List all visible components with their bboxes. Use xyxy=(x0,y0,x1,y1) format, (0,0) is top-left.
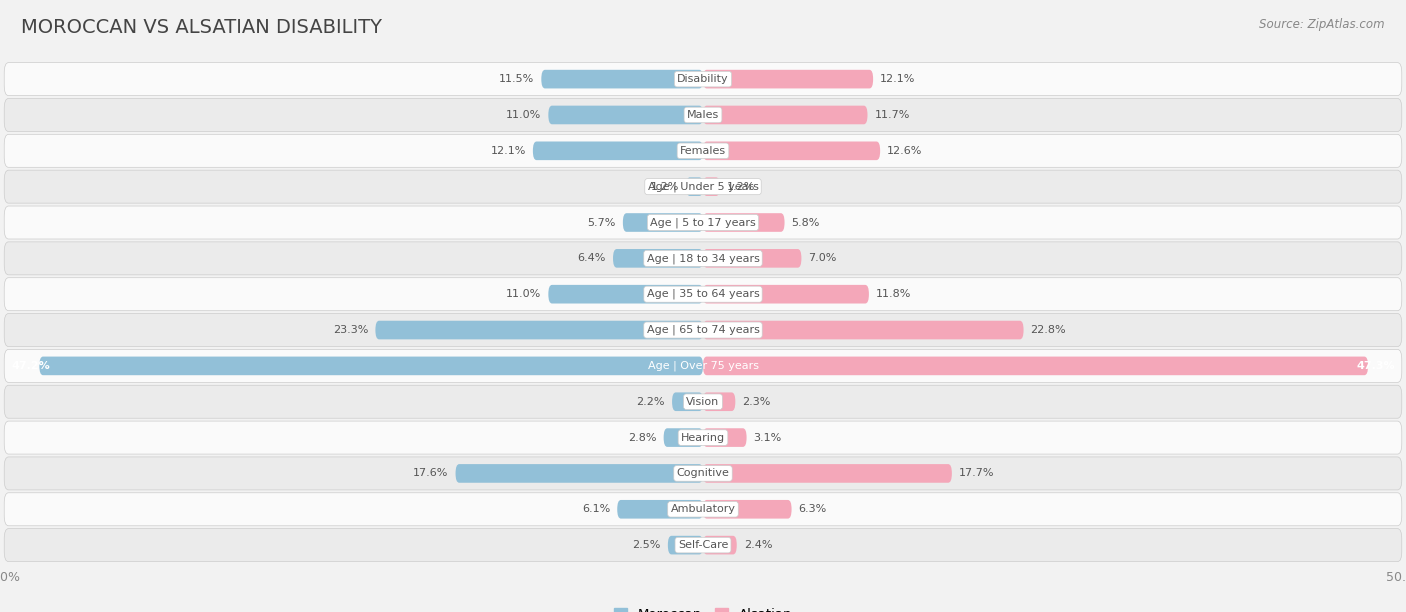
Text: 6.4%: 6.4% xyxy=(578,253,606,263)
FancyBboxPatch shape xyxy=(456,464,703,483)
FancyBboxPatch shape xyxy=(4,385,1402,418)
Text: 11.0%: 11.0% xyxy=(506,110,541,120)
FancyBboxPatch shape xyxy=(4,493,1402,526)
FancyBboxPatch shape xyxy=(4,206,1402,239)
FancyBboxPatch shape xyxy=(617,500,703,518)
Text: Source: ZipAtlas.com: Source: ZipAtlas.com xyxy=(1260,18,1385,31)
Text: 11.0%: 11.0% xyxy=(506,289,541,299)
FancyBboxPatch shape xyxy=(541,70,703,89)
Text: MOROCCAN VS ALSATIAN DISABILITY: MOROCCAN VS ALSATIAN DISABILITY xyxy=(21,18,382,37)
Text: Females: Females xyxy=(681,146,725,156)
Text: 11.8%: 11.8% xyxy=(876,289,911,299)
FancyBboxPatch shape xyxy=(703,500,792,518)
FancyBboxPatch shape xyxy=(4,242,1402,275)
Text: 7.0%: 7.0% xyxy=(808,253,837,263)
FancyBboxPatch shape xyxy=(703,213,785,232)
Text: Age | 65 to 74 years: Age | 65 to 74 years xyxy=(647,325,759,335)
FancyBboxPatch shape xyxy=(4,99,1402,132)
FancyBboxPatch shape xyxy=(533,141,703,160)
FancyBboxPatch shape xyxy=(703,357,1368,375)
FancyBboxPatch shape xyxy=(703,536,737,554)
FancyBboxPatch shape xyxy=(613,249,703,267)
FancyBboxPatch shape xyxy=(4,457,1402,490)
Text: 3.1%: 3.1% xyxy=(754,433,782,442)
Text: 12.6%: 12.6% xyxy=(887,146,922,156)
FancyBboxPatch shape xyxy=(703,70,873,89)
FancyBboxPatch shape xyxy=(548,285,703,304)
Text: 2.4%: 2.4% xyxy=(744,540,772,550)
Text: 12.1%: 12.1% xyxy=(491,146,526,156)
Text: Disability: Disability xyxy=(678,74,728,84)
Text: 1.2%: 1.2% xyxy=(651,182,679,192)
Text: Age | Over 75 years: Age | Over 75 years xyxy=(648,360,758,371)
FancyBboxPatch shape xyxy=(686,177,703,196)
Text: 12.1%: 12.1% xyxy=(880,74,915,84)
FancyBboxPatch shape xyxy=(623,213,703,232)
Text: 5.8%: 5.8% xyxy=(792,217,820,228)
FancyBboxPatch shape xyxy=(4,62,1402,95)
Text: 2.3%: 2.3% xyxy=(742,397,770,407)
Text: 2.8%: 2.8% xyxy=(628,433,657,442)
Text: 6.1%: 6.1% xyxy=(582,504,610,514)
FancyBboxPatch shape xyxy=(703,106,868,124)
Text: Males: Males xyxy=(688,110,718,120)
Text: 47.2%: 47.2% xyxy=(11,361,51,371)
FancyBboxPatch shape xyxy=(39,357,703,375)
FancyBboxPatch shape xyxy=(703,285,869,304)
Text: 5.7%: 5.7% xyxy=(588,217,616,228)
Text: Hearing: Hearing xyxy=(681,433,725,442)
Text: Age | 5 to 17 years: Age | 5 to 17 years xyxy=(650,217,756,228)
Text: 22.8%: 22.8% xyxy=(1031,325,1066,335)
FancyBboxPatch shape xyxy=(4,421,1402,454)
FancyBboxPatch shape xyxy=(703,249,801,267)
Text: 17.7%: 17.7% xyxy=(959,468,994,479)
FancyBboxPatch shape xyxy=(664,428,703,447)
Text: Cognitive: Cognitive xyxy=(676,468,730,479)
FancyBboxPatch shape xyxy=(4,134,1402,167)
FancyBboxPatch shape xyxy=(703,428,747,447)
Text: 2.5%: 2.5% xyxy=(633,540,661,550)
Text: Age | 18 to 34 years: Age | 18 to 34 years xyxy=(647,253,759,264)
Text: 23.3%: 23.3% xyxy=(333,325,368,335)
Text: 17.6%: 17.6% xyxy=(413,468,449,479)
Text: 11.5%: 11.5% xyxy=(499,74,534,84)
FancyBboxPatch shape xyxy=(4,278,1402,311)
Text: Age | Under 5 years: Age | Under 5 years xyxy=(648,181,758,192)
Text: Self-Care: Self-Care xyxy=(678,540,728,550)
Text: Age | 35 to 64 years: Age | 35 to 64 years xyxy=(647,289,759,299)
Text: 1.2%: 1.2% xyxy=(727,182,755,192)
Text: 47.3%: 47.3% xyxy=(1357,361,1395,371)
Legend: Moroccan, Alsatian: Moroccan, Alsatian xyxy=(609,603,797,612)
Text: 6.3%: 6.3% xyxy=(799,504,827,514)
FancyBboxPatch shape xyxy=(703,392,735,411)
FancyBboxPatch shape xyxy=(703,464,952,483)
FancyBboxPatch shape xyxy=(4,170,1402,203)
FancyBboxPatch shape xyxy=(548,106,703,124)
FancyBboxPatch shape xyxy=(672,392,703,411)
FancyBboxPatch shape xyxy=(4,313,1402,346)
FancyBboxPatch shape xyxy=(668,536,703,554)
Text: 11.7%: 11.7% xyxy=(875,110,910,120)
Text: 2.2%: 2.2% xyxy=(637,397,665,407)
Text: Ambulatory: Ambulatory xyxy=(671,504,735,514)
Text: Vision: Vision xyxy=(686,397,720,407)
FancyBboxPatch shape xyxy=(703,321,1024,340)
FancyBboxPatch shape xyxy=(4,349,1402,382)
FancyBboxPatch shape xyxy=(375,321,703,340)
FancyBboxPatch shape xyxy=(703,141,880,160)
FancyBboxPatch shape xyxy=(4,529,1402,562)
FancyBboxPatch shape xyxy=(703,177,720,196)
